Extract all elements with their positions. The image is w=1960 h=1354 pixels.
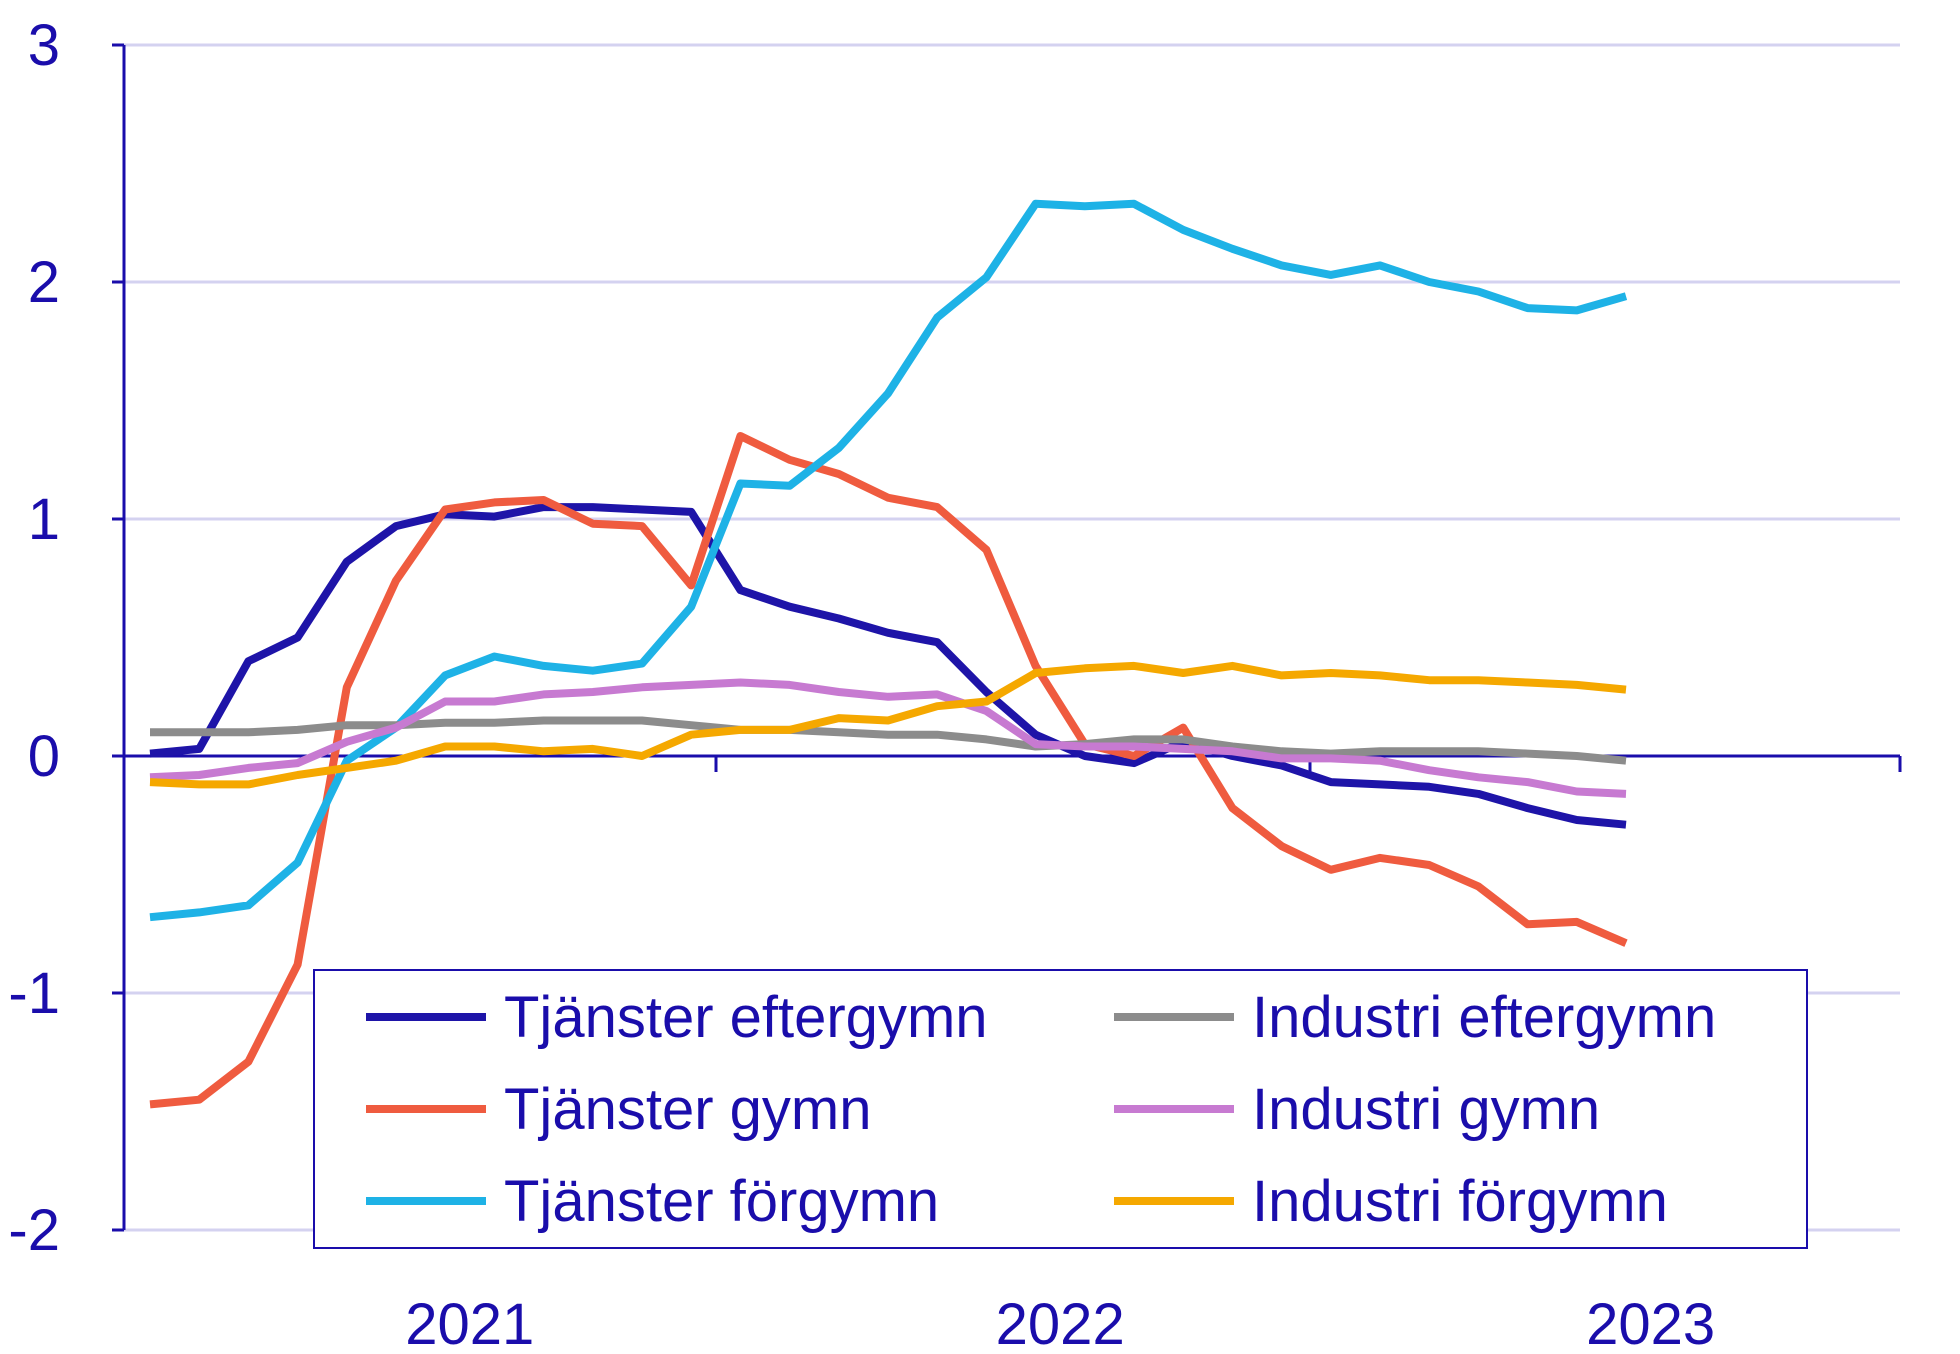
legend: Tjänster eftergymn Tjänster gymn Tjänster … (313, 969, 1808, 1249)
series-line-tj-nster-f-rgymn (149, 199, 1628, 922)
legend-label: Tjänster eftergymn (504, 985, 988, 1050)
y-tick-label: -2 (8, 1198, 60, 1263)
x-tick-label: 2022 (996, 1292, 1125, 1354)
y-tick-label: 1 (28, 487, 60, 552)
legend-label: Tjänster förgymn (504, 1169, 939, 1234)
series-lines (149, 199, 1628, 1109)
legend-label: Industri förgymn (1252, 1169, 1668, 1234)
x-tick-label: 2023 (1586, 1292, 1715, 1354)
series-line-industri-f-rgymn (149, 661, 1627, 789)
legend-label: Industri eftergymn (1252, 985, 1716, 1050)
y-tick-label: 2 (28, 250, 60, 315)
legend-label: Industri gymn (1252, 1077, 1600, 1142)
series-line-tj-nster-eftergymn (149, 503, 1627, 829)
y-tick-label: 0 (28, 724, 60, 789)
legend-label: Tjänster gymn (504, 1077, 871, 1142)
y-tick-label: -1 (8, 961, 60, 1026)
y-tick-label: 3 (28, 13, 60, 78)
series-line-tj-nster-gymn (149, 432, 1628, 1109)
x-tick-label: 2021 (405, 1292, 534, 1354)
legend-box (313, 969, 1808, 1249)
series-line-industri-gymn (149, 678, 1627, 798)
